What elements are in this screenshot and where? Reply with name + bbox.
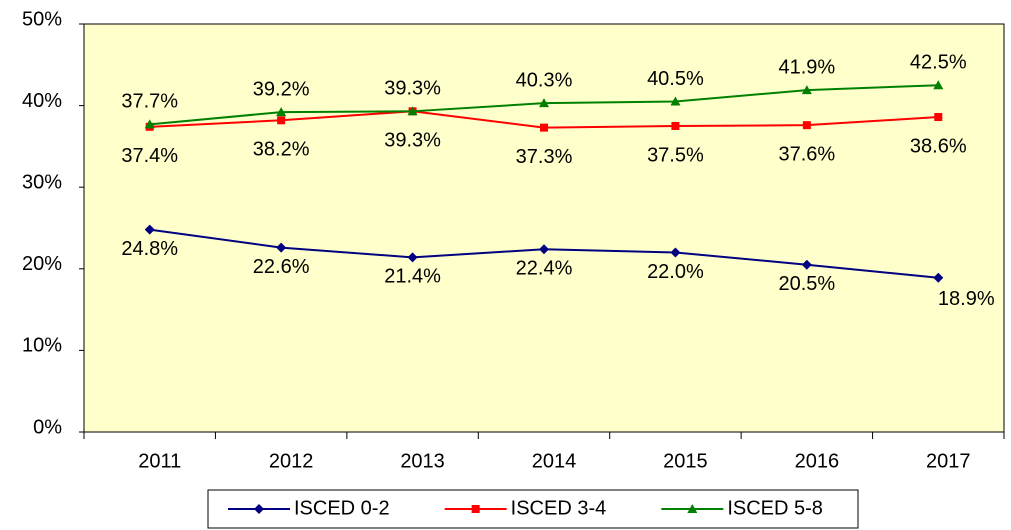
data-point [276,107,287,117]
data-point [539,244,549,255]
data-point [277,116,286,125]
data-label: 40.5% [647,68,704,90]
legend-marker [254,504,264,514]
legend-label: ISCED 0-2 [294,497,390,519]
data-point [276,242,287,253]
data-point [671,122,680,130]
x-tick-label: 2014 [532,450,577,472]
y-tick-label: 20% [22,253,62,275]
data-label: 37.6% [778,143,835,165]
x-tick-label: 2015 [663,450,708,472]
data-label: 22.4% [516,257,573,279]
data-label: 18.9% [938,288,995,310]
legend-box [207,489,859,529]
data-label: 38.2% [253,139,310,161]
plot-area [83,23,1005,433]
data-label: 37.5% [647,144,704,166]
data-label: 21.4% [384,266,441,288]
data-point [539,98,549,108]
data-point [670,96,681,106]
data-point [407,252,418,263]
data-point [801,85,812,95]
y-tick-label: 10% [22,335,62,357]
data-label: 41.9% [778,56,835,78]
data-label: 39.2% [253,78,310,100]
x-tick-label: 2012 [269,450,314,472]
data-point [801,259,812,270]
legend-marker [471,505,480,513]
x-tick-label: 2011 [138,450,181,472]
legend-marker [687,504,698,513]
data-point [407,106,418,116]
data-label: 42.5% [910,51,967,73]
data-label: 20.5% [778,273,835,295]
data-label: 37.4% [121,145,178,167]
data-point [540,123,548,132]
y-tick-label: 40% [22,90,62,112]
data-point [933,80,944,90]
data-label: 37.7% [121,91,178,113]
data-label: 24.8% [121,238,178,260]
data-label: 39.3% [384,130,441,152]
data-label: 22.6% [253,256,310,278]
data-point [934,113,943,122]
x-tick-label: 2017 [926,450,971,472]
y-tick-label: 30% [22,171,62,193]
data-label: 39.3% [384,78,441,100]
data-point [144,224,155,235]
y-tick-label: 50% [22,8,62,30]
data-point [802,121,811,130]
data-label: 38.6% [910,135,967,157]
x-tick-label: 2016 [795,450,840,472]
data-label: 37.3% [516,146,573,168]
y-tick-label: 0% [33,416,62,438]
data-point [933,272,944,283]
x-tick-label: 2013 [400,450,445,472]
data-label: 22.0% [647,261,704,283]
legend-label: ISCED 5-8 [727,497,823,519]
legend-label: ISCED 3-4 [511,497,607,519]
data-label: 40.3% [516,69,573,91]
data-point [670,247,681,258]
data-point [144,119,155,129]
